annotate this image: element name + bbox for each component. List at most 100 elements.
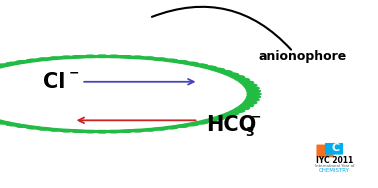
- Ellipse shape: [82, 129, 99, 133]
- Ellipse shape: [201, 118, 217, 123]
- Ellipse shape: [94, 55, 110, 59]
- Ellipse shape: [163, 59, 179, 63]
- Ellipse shape: [141, 127, 157, 132]
- Ellipse shape: [241, 101, 257, 105]
- Ellipse shape: [163, 125, 179, 129]
- Ellipse shape: [0, 64, 12, 68]
- Ellipse shape: [237, 80, 254, 84]
- FancyArrowPatch shape: [152, 7, 291, 50]
- Ellipse shape: [15, 124, 31, 128]
- Ellipse shape: [243, 98, 260, 102]
- Ellipse shape: [201, 65, 217, 70]
- Ellipse shape: [82, 55, 99, 59]
- Ellipse shape: [234, 106, 250, 110]
- Ellipse shape: [192, 64, 209, 68]
- Ellipse shape: [5, 122, 22, 126]
- Ellipse shape: [0, 58, 249, 130]
- Ellipse shape: [5, 62, 22, 66]
- Ellipse shape: [0, 120, 12, 124]
- Ellipse shape: [228, 109, 245, 113]
- Ellipse shape: [209, 116, 225, 120]
- Ellipse shape: [105, 129, 122, 133]
- Text: Cl: Cl: [43, 72, 66, 92]
- Ellipse shape: [0, 120, 12, 124]
- Ellipse shape: [241, 83, 257, 87]
- Text: 3: 3: [245, 126, 254, 139]
- Ellipse shape: [245, 95, 261, 99]
- Ellipse shape: [25, 59, 42, 63]
- Ellipse shape: [223, 72, 239, 77]
- Ellipse shape: [237, 104, 254, 108]
- Ellipse shape: [105, 55, 122, 59]
- Ellipse shape: [234, 78, 250, 82]
- Ellipse shape: [201, 118, 217, 123]
- Ellipse shape: [141, 56, 157, 61]
- Ellipse shape: [192, 120, 209, 124]
- FancyBboxPatch shape: [316, 145, 333, 157]
- Ellipse shape: [209, 116, 225, 120]
- Ellipse shape: [129, 56, 146, 60]
- Ellipse shape: [152, 57, 168, 61]
- Ellipse shape: [118, 129, 134, 133]
- Ellipse shape: [70, 129, 87, 133]
- Ellipse shape: [245, 92, 262, 96]
- Ellipse shape: [82, 129, 99, 133]
- Ellipse shape: [129, 56, 146, 60]
- Ellipse shape: [94, 129, 110, 133]
- Ellipse shape: [25, 125, 42, 129]
- Ellipse shape: [36, 57, 53, 61]
- Ellipse shape: [5, 122, 22, 126]
- Ellipse shape: [183, 62, 199, 66]
- Ellipse shape: [118, 55, 134, 59]
- Ellipse shape: [223, 111, 239, 116]
- Ellipse shape: [105, 55, 122, 59]
- Ellipse shape: [25, 59, 42, 63]
- Ellipse shape: [0, 65, 3, 70]
- Ellipse shape: [173, 60, 189, 64]
- Ellipse shape: [173, 60, 189, 64]
- Ellipse shape: [241, 101, 257, 105]
- Ellipse shape: [70, 55, 87, 59]
- Ellipse shape: [223, 111, 239, 116]
- Ellipse shape: [243, 98, 260, 102]
- Ellipse shape: [209, 68, 225, 72]
- Text: HCO: HCO: [206, 115, 256, 135]
- Text: IYC 2011: IYC 2011: [316, 156, 353, 165]
- Ellipse shape: [94, 129, 110, 133]
- Text: International Year of: International Year of: [315, 164, 354, 168]
- Ellipse shape: [201, 65, 217, 70]
- Ellipse shape: [243, 86, 260, 90]
- Ellipse shape: [36, 57, 53, 61]
- Ellipse shape: [152, 127, 168, 131]
- Ellipse shape: [47, 127, 64, 132]
- Ellipse shape: [70, 55, 87, 59]
- Ellipse shape: [36, 127, 53, 131]
- Ellipse shape: [59, 128, 75, 132]
- Ellipse shape: [152, 57, 168, 61]
- Ellipse shape: [183, 122, 199, 126]
- Ellipse shape: [237, 104, 254, 108]
- Ellipse shape: [105, 129, 122, 133]
- Ellipse shape: [59, 128, 75, 132]
- Ellipse shape: [152, 127, 168, 131]
- Ellipse shape: [141, 127, 157, 132]
- Ellipse shape: [183, 122, 199, 126]
- Ellipse shape: [129, 128, 146, 132]
- Ellipse shape: [245, 89, 261, 93]
- Ellipse shape: [234, 106, 250, 110]
- FancyBboxPatch shape: [325, 143, 343, 155]
- Ellipse shape: [70, 129, 87, 133]
- Ellipse shape: [173, 124, 189, 128]
- Ellipse shape: [216, 114, 233, 118]
- Text: C: C: [332, 143, 340, 153]
- Ellipse shape: [216, 114, 233, 118]
- Ellipse shape: [0, 118, 3, 123]
- Ellipse shape: [25, 125, 42, 129]
- Ellipse shape: [234, 78, 250, 82]
- Ellipse shape: [245, 89, 261, 93]
- Ellipse shape: [0, 118, 3, 123]
- Ellipse shape: [59, 56, 75, 60]
- Ellipse shape: [118, 129, 134, 133]
- Ellipse shape: [47, 56, 64, 61]
- Ellipse shape: [241, 83, 257, 87]
